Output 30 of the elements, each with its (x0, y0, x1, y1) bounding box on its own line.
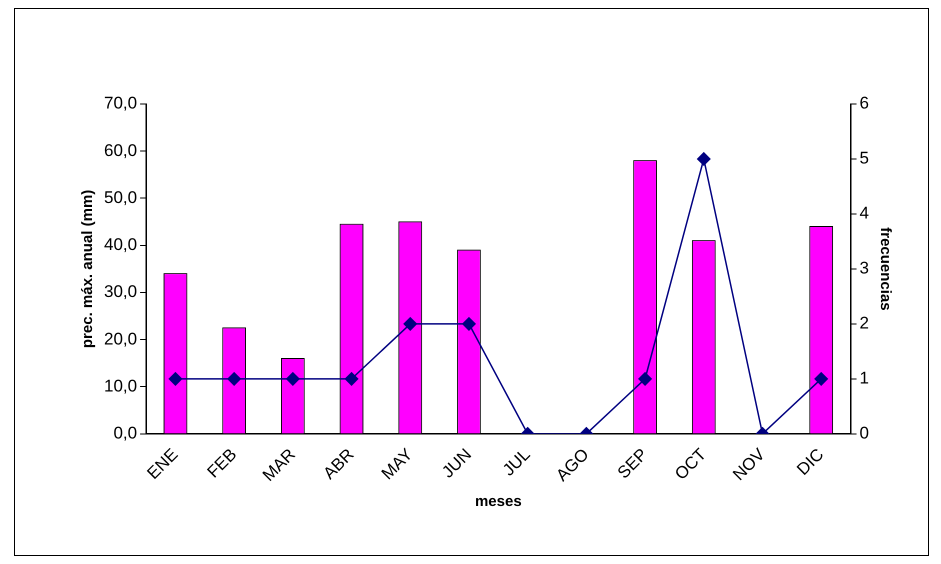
y2-tick-label: 1 (860, 368, 870, 388)
x-tick-label: DIC (793, 444, 828, 479)
y2-axis-title: frecuencias (876, 227, 894, 311)
point (286, 372, 300, 386)
x-tick-label: SEP (614, 444, 652, 482)
point (462, 317, 476, 331)
y-tick-label: 0,0 (113, 424, 138, 443)
point (168, 372, 182, 386)
y-tick-label: 20,0 (104, 329, 138, 348)
y2-tick-label: 2 (860, 314, 870, 333)
point (697, 152, 711, 166)
y-tick-label: 40,0 (104, 235, 138, 254)
y-axis-title: prec. máx. anual (mm) (79, 190, 96, 348)
y2-tick-label: 5 (860, 148, 870, 168)
y-tick-label: 30,0 (104, 282, 138, 302)
x-axis-title: meses (474, 493, 522, 510)
y2-tick-label: 4 (860, 204, 870, 223)
point (638, 372, 652, 386)
y-tick-label: 10,0 (104, 376, 138, 396)
point (814, 372, 828, 386)
y-tick-label: 50,0 (104, 188, 138, 207)
y2-tick-label: 0 (860, 424, 870, 443)
y-tick-label: 70,0 (104, 94, 138, 113)
point (227, 372, 241, 386)
x-tick-label: JUL (499, 444, 534, 480)
y2-tick-label: 3 (860, 258, 870, 278)
point (344, 372, 358, 386)
y-tick-label: 60,0 (104, 140, 138, 160)
y2-tick-label: 6 (860, 94, 870, 113)
point (404, 317, 418, 331)
